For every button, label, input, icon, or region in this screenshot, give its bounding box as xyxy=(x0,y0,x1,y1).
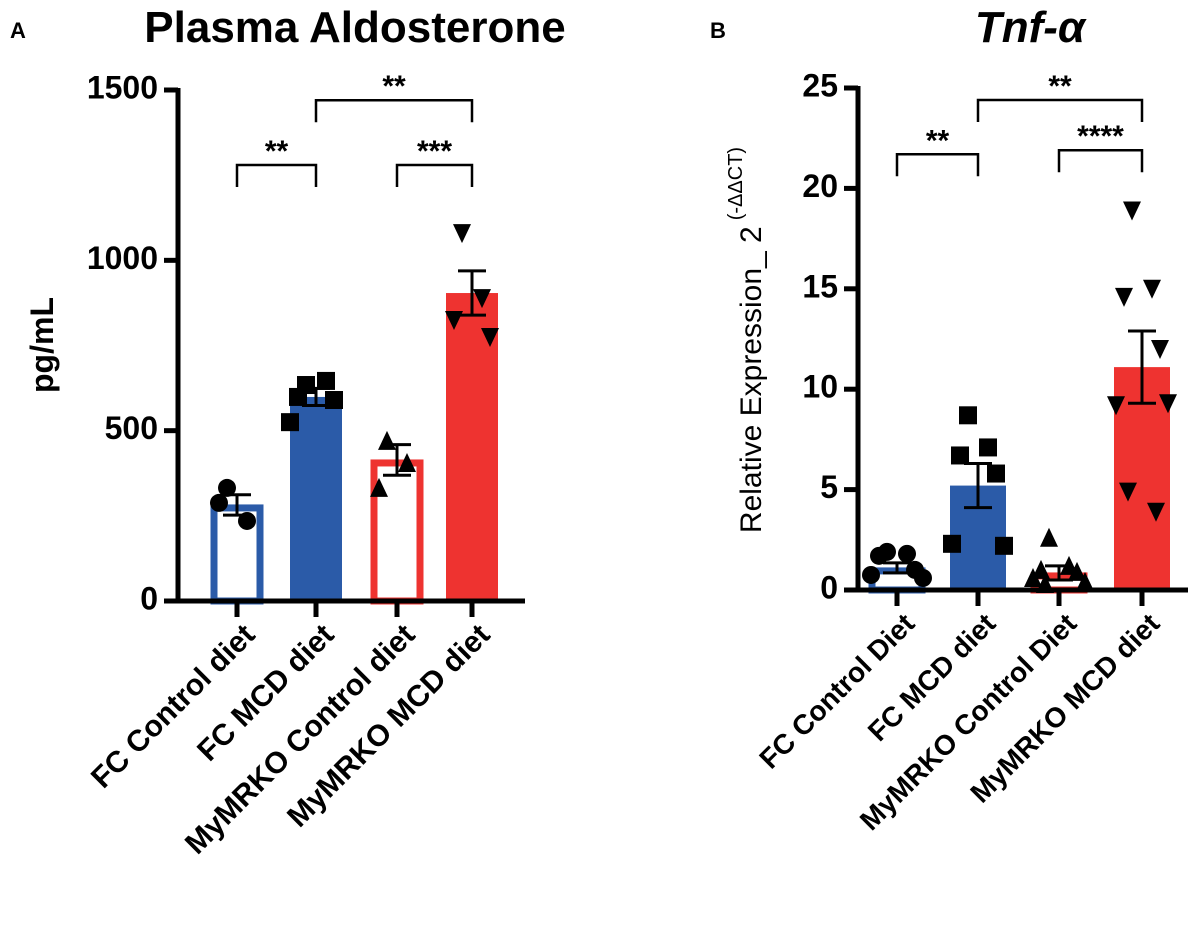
y-tick-label: 1500 xyxy=(87,69,158,105)
data-point xyxy=(959,406,977,425)
significance-bracket xyxy=(395,163,474,187)
y-tick-label: 1000 xyxy=(87,240,158,276)
data-point xyxy=(870,546,888,565)
error-bar xyxy=(1128,329,1156,405)
data-point xyxy=(1143,279,1161,299)
data-point xyxy=(1123,201,1141,221)
y-tick-label: 10 xyxy=(802,369,838,405)
data-point xyxy=(914,568,932,587)
significance-bracket xyxy=(235,163,318,187)
data-point xyxy=(445,310,463,330)
data-point xyxy=(898,544,916,563)
data-point xyxy=(218,478,236,497)
significance-label: **** xyxy=(1077,120,1124,153)
y-tick-label: 500 xyxy=(105,410,158,446)
significance-label: ** xyxy=(265,135,289,168)
data-point xyxy=(1147,502,1165,522)
data-point xyxy=(995,536,1013,555)
data-point xyxy=(210,493,228,512)
y-axis-label-text: pg/mL xyxy=(24,297,60,393)
data-point xyxy=(317,371,335,390)
data-point xyxy=(1040,527,1058,547)
data-point xyxy=(951,446,969,465)
data-point xyxy=(1024,567,1042,587)
significance-bracket xyxy=(976,98,1144,123)
data-point xyxy=(1107,396,1125,416)
data-point xyxy=(1076,571,1094,591)
significance-label: ** xyxy=(382,70,406,103)
error-bar xyxy=(458,269,486,317)
data-point xyxy=(325,391,343,410)
x-tick-label: FC MCD diet xyxy=(191,618,340,767)
data-point xyxy=(281,413,299,432)
data-point xyxy=(987,464,1005,483)
y-tick-label: 25 xyxy=(802,67,838,103)
data-point xyxy=(979,438,997,457)
y-tick-label: 20 xyxy=(802,168,838,204)
data-point xyxy=(1151,340,1169,360)
chart-title: Tnf-α xyxy=(975,3,1087,52)
significance-label: ** xyxy=(926,124,950,157)
error-bar xyxy=(883,561,911,575)
data-point xyxy=(1032,559,1050,579)
data-point xyxy=(453,224,471,244)
chart-title: Plasma Aldosterone xyxy=(144,3,565,52)
data-point xyxy=(1115,287,1133,307)
data-point xyxy=(862,565,880,584)
data-point xyxy=(481,327,499,347)
data-point xyxy=(1159,394,1177,414)
data-point xyxy=(398,453,416,473)
y-tick-label: 0 xyxy=(820,569,838,605)
y-tick-label: 15 xyxy=(802,268,838,304)
y-axis-label: Relative Expression_ 2 (-ΔΔCT) xyxy=(725,147,768,533)
data-point xyxy=(238,511,256,530)
y-tick-label: 5 xyxy=(820,469,838,505)
y-axis-label-superscript: (-ΔΔCT) xyxy=(725,147,747,220)
data-point xyxy=(943,534,961,553)
data-point xyxy=(378,430,396,450)
significance-bracket xyxy=(1057,148,1144,173)
significance-label: *** xyxy=(417,135,452,168)
y-axis-label: pg/mL xyxy=(24,297,60,393)
data-point xyxy=(1119,482,1137,502)
data-point xyxy=(289,387,307,406)
data-point xyxy=(473,289,491,309)
y-tick-label: 0 xyxy=(140,580,158,616)
significance-label: ** xyxy=(1048,70,1072,103)
panel-letter: B xyxy=(710,18,726,43)
data-point xyxy=(370,477,388,497)
y-axis-label-text: Relative Expression_ 2 xyxy=(735,226,768,533)
significance-bracket xyxy=(895,153,980,177)
data-point xyxy=(1068,561,1086,581)
significance-bracket xyxy=(314,98,474,123)
panel-letter: A xyxy=(10,18,26,43)
